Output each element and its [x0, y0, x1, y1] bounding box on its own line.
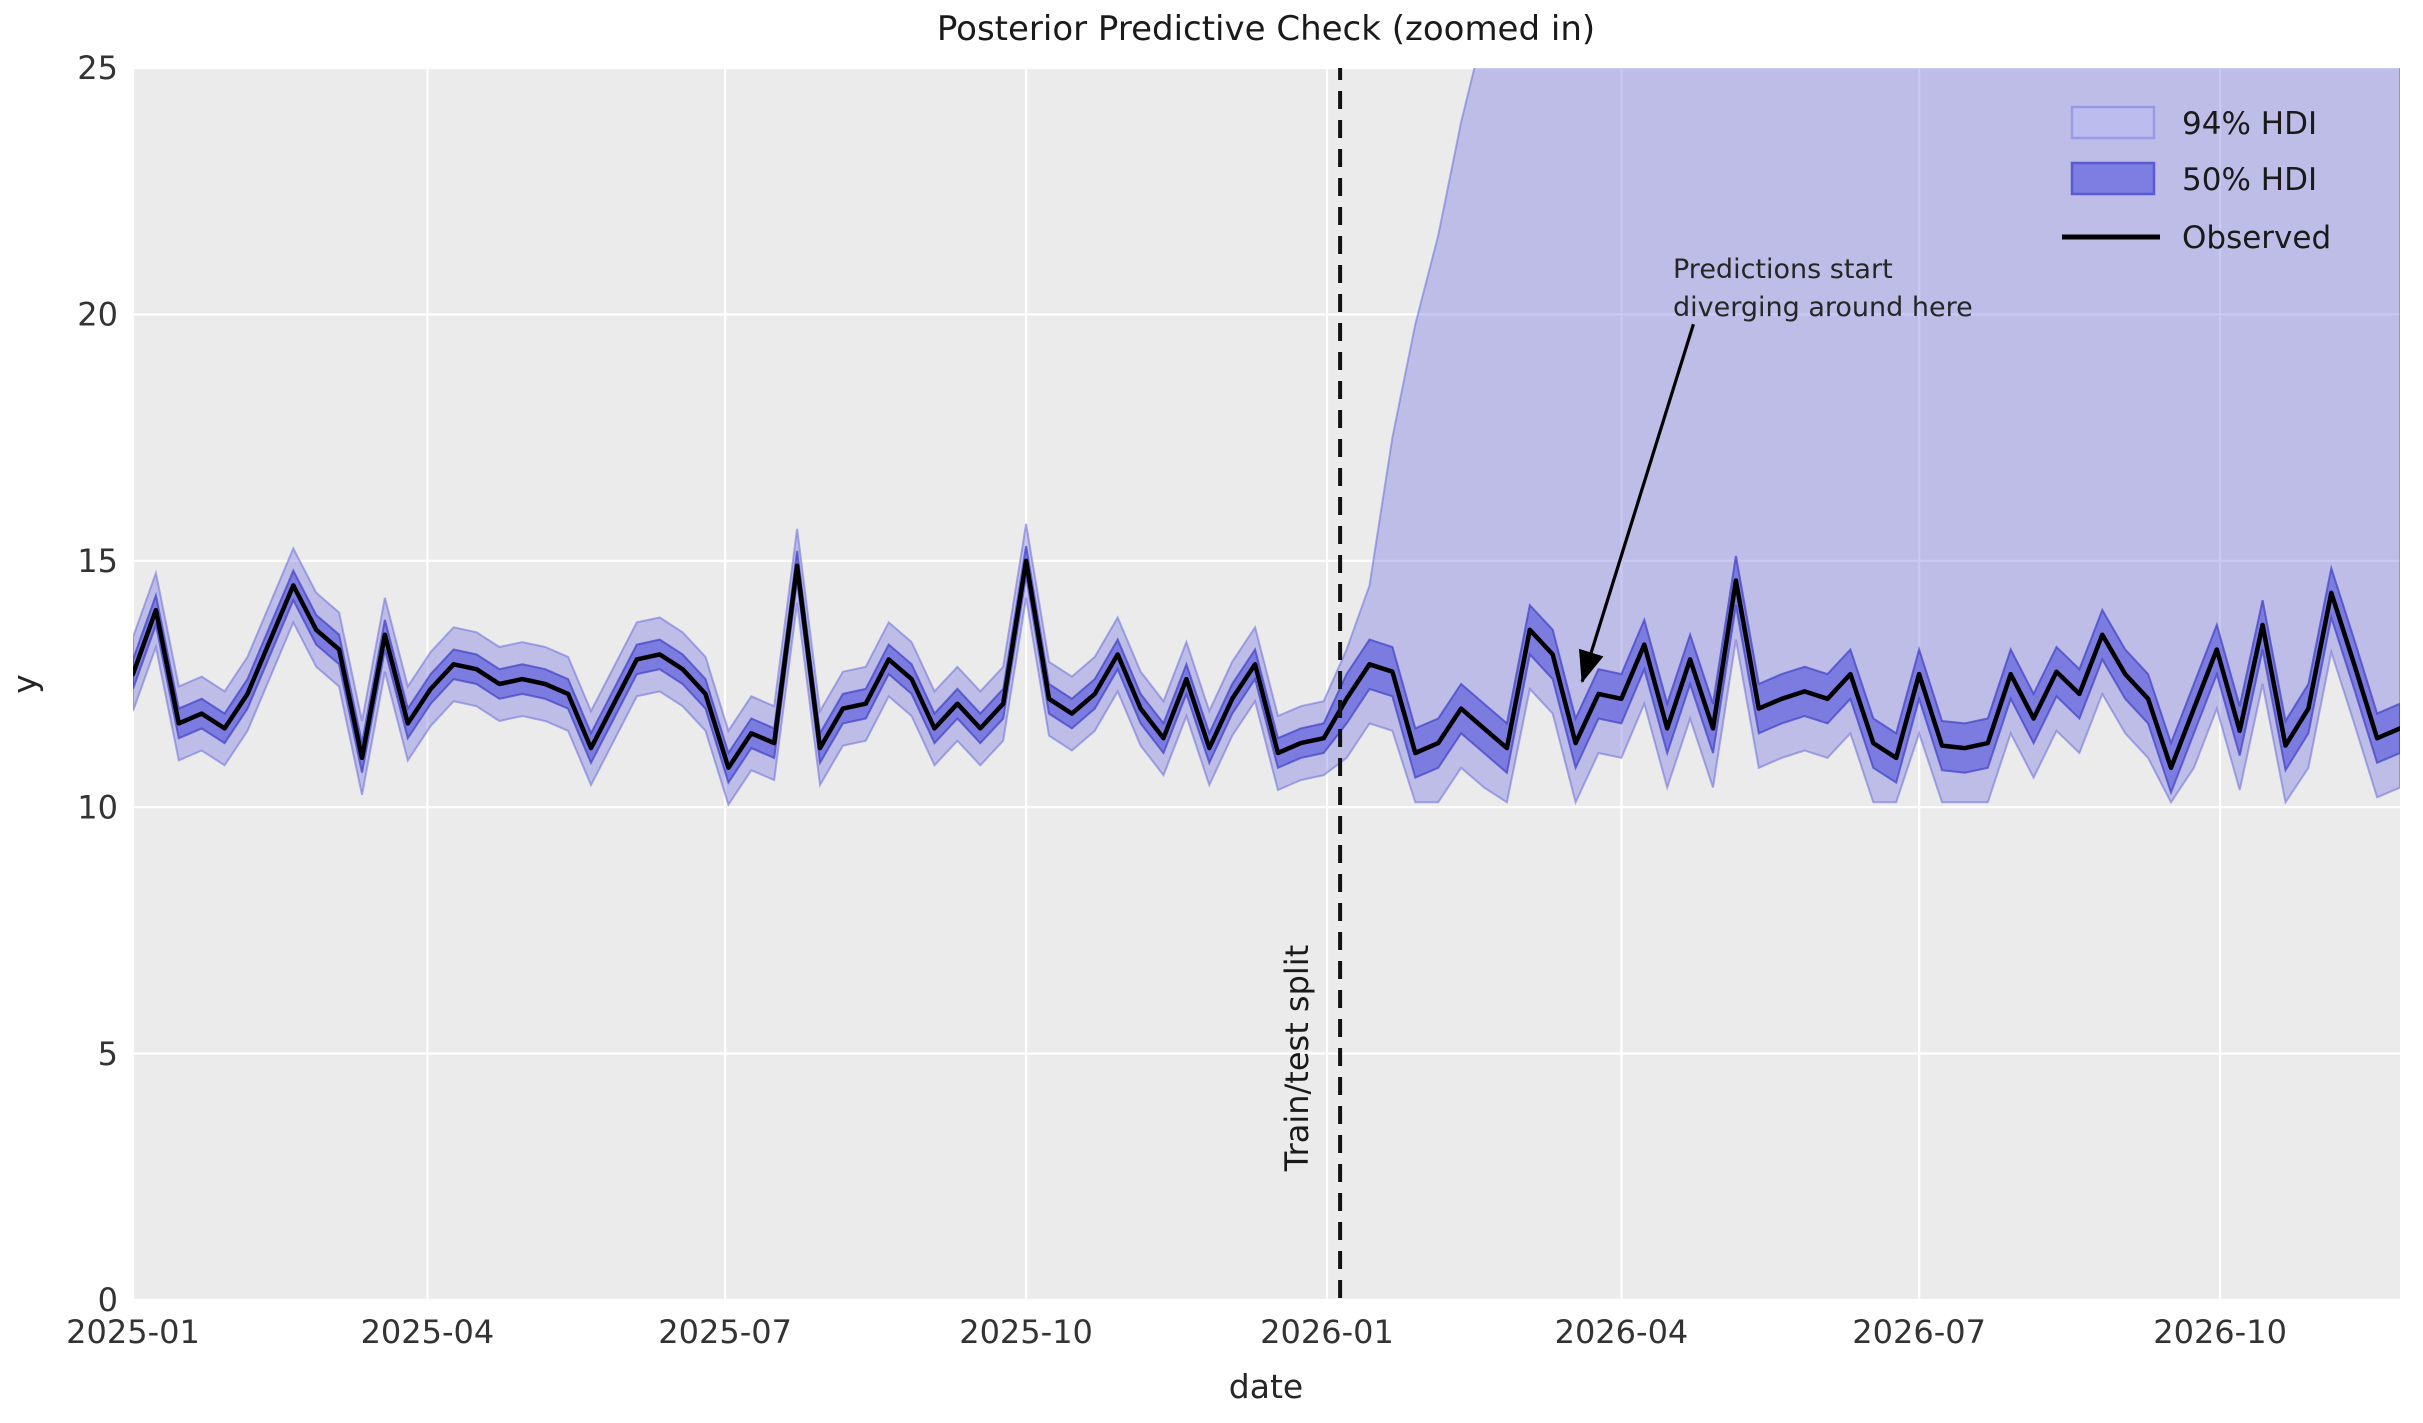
x-tick-label: 2026-07	[1852, 1313, 1986, 1351]
y-axis-label: y	[5, 674, 44, 694]
annotation-text-line2: diverging around here	[1673, 292, 1973, 323]
y-tick-label: 20	[77, 296, 118, 334]
x-tick-label: 2025-10	[959, 1313, 1093, 1351]
x-axis-label: date	[1229, 1367, 1303, 1406]
y-tick-labels: 0 5 10 15 20 25	[77, 49, 118, 1319]
x-tick-label: 2025-01	[66, 1313, 200, 1351]
hdi94-band	[133, 68, 2400, 808]
y-tick-label: 0	[98, 1281, 118, 1319]
x-tick-label: 2026-04	[1555, 1313, 1689, 1351]
series-group	[133, 68, 2400, 1300]
x-tick-label: 2025-07	[658, 1313, 792, 1351]
y-tick-label: 10	[77, 788, 118, 826]
chart-title: Posterior Predictive Check (zoomed in)	[937, 9, 1595, 49]
annotation-text-line1: Predictions start	[1673, 254, 1893, 285]
observed-legend-label: Observed	[2182, 220, 2331, 256]
y-tick-label: 5	[98, 1035, 118, 1073]
hdi94-legend-label: 94% HDI	[2182, 106, 2317, 142]
y-tick-label: 25	[77, 49, 118, 87]
x-tick-label: 2026-10	[2153, 1313, 2287, 1351]
x-tick-labels: 2025-01 2025-04 2025-07 2025-10 2026-01 2026-…	[66, 1313, 2287, 1351]
hdi50-legend-label: 50% HDI	[2182, 162, 2317, 198]
x-tick-label: 2025-04	[361, 1313, 495, 1351]
hdi50-legend-swatch	[2070, 161, 2156, 196]
y-tick-label: 15	[77, 542, 118, 580]
train-test-split-label: Train/test split	[1278, 945, 1316, 1173]
legend: 94% HDI 50% HDI Observed	[2062, 105, 2331, 256]
gridlines	[131, 66, 2400, 1302]
hdi94-legend-swatch	[2070, 105, 2156, 140]
x-tick-label: 2026-01	[1260, 1313, 1394, 1351]
observed-line	[133, 558, 2400, 771]
annotation-arrow	[1578, 323, 1695, 684]
